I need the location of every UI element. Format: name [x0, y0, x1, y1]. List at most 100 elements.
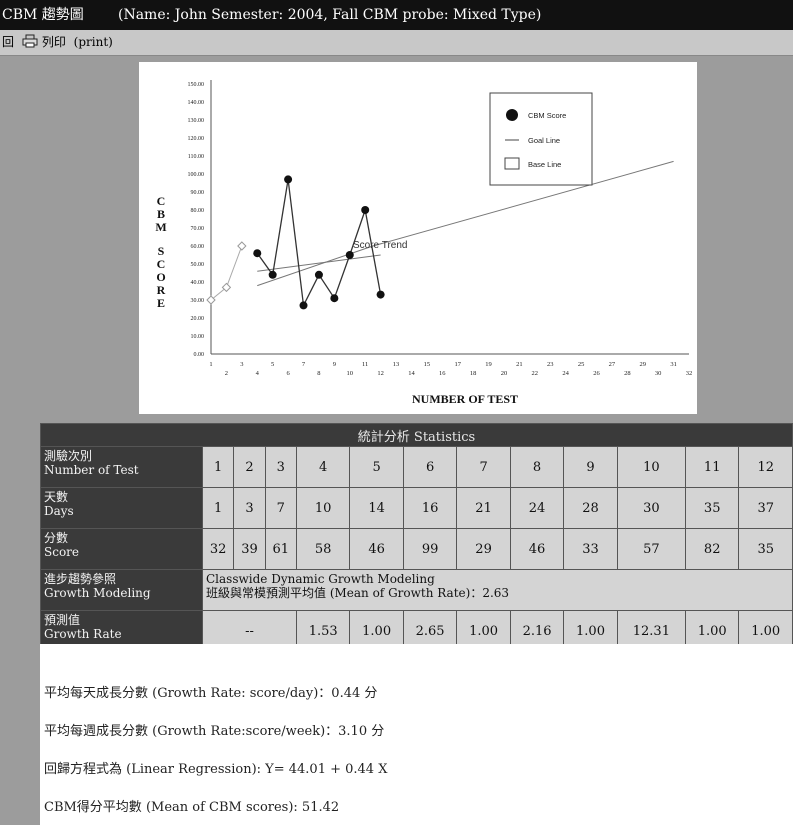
table-cell: 14 [349, 487, 404, 529]
table-cell: 32 [201, 528, 235, 570]
row-label: 天數 Days [40, 487, 203, 529]
x-tick-label: 14 [408, 370, 415, 377]
table-cell: 82 [684, 528, 740, 570]
x-tick-label: 6 [286, 370, 290, 377]
summary-panel: 平均每天成長分數 (Growth Rate: score/day)：0.44 分… [40, 644, 793, 825]
table-row: 預測值 Growth Rate -- 1.53 1.00 2.65 1.00 2.… [40, 610, 793, 652]
y-tick-label: 120.00 [188, 136, 205, 142]
table-cell: 28 [563, 487, 618, 529]
y-tick-label: 20.00 [191, 316, 205, 322]
table-cell: 3 [233, 487, 266, 529]
growth-model-cell: Classwide Dynamic Growth Modeling 班級與常模預測… [202, 569, 793, 611]
table-cell: 39 [233, 528, 266, 570]
table-cell: 57 [616, 528, 686, 570]
table-cell: 11 [684, 446, 740, 488]
table-cell: 29 [456, 528, 511, 570]
table-cell: 33 [563, 528, 618, 570]
x-tick-label: 5 [271, 361, 274, 368]
table-cell: 1 [201, 487, 235, 529]
table-cell: 5 [349, 446, 404, 488]
y-axis-label: S [158, 244, 165, 258]
table-cell: 30 [616, 487, 686, 529]
y-tick-label: 130.00 [188, 118, 205, 124]
y-tick-label: 0.00 [194, 352, 205, 358]
print-english: (print) [73, 35, 113, 49]
cbm-score-point [345, 251, 354, 259]
y-tick-label: 70.00 [191, 226, 205, 232]
x-tick-label: 13 [393, 361, 400, 368]
print-button[interactable]: 列印 (print) [22, 30, 113, 55]
statistics-table: 統計分析 Statistics 測驗次別 Number of Test 1 2 3… [40, 423, 793, 652]
y-tick-label: 30.00 [191, 298, 205, 304]
cbm-chart: 0.00 10.00 20.00 30.00 40.00 50.00 60.00 70.00 8… [155, 80, 692, 406]
x-tick-label: 21 [516, 361, 523, 368]
table-row: 分數 Score 32 39 61 58 46 99 29 46 33 57 82… [40, 528, 793, 570]
cbm-score-point [314, 270, 323, 279]
table-row: 天數 Days 1 3 7 10 14 16 21 24 28 30 35 37 [40, 487, 793, 529]
table-cell: 2 [233, 446, 266, 488]
row-label: 測驗次別 Number of Test [40, 446, 203, 488]
legend-base-label: Base Line [528, 160, 561, 169]
x-tick-label: 25 [578, 361, 585, 368]
chart-panel: 0.00 10.00 20.00 30.00 40.00 50.00 60.00 70.00 8… [139, 62, 697, 414]
y-axis-label: E [157, 296, 165, 310]
y-axis-label: M [155, 220, 166, 234]
mean-score: CBM得分平均數 (Mean of CBM scores): 51.42 [44, 800, 340, 815]
x-tick-label: 22 [532, 370, 539, 377]
y-tick-label: 80.00 [191, 208, 205, 214]
y-tick-label: 90.00 [191, 190, 205, 196]
table-cell: 61 [264, 528, 297, 570]
table-row: 測驗次別 Number of Test 1 2 3 4 5 6 7 8 9 10 … [40, 446, 793, 488]
x-tick-label: 29 [639, 361, 646, 368]
table-cell: 46 [349, 528, 404, 570]
table-cell: 99 [402, 528, 458, 570]
legend-goal-label: Goal Line [528, 136, 560, 145]
cbm-score-point [299, 301, 308, 310]
x-tick-label: 3 [240, 361, 243, 368]
x-tick-label: 10 [347, 370, 354, 377]
table-cell: 12 [738, 446, 793, 488]
y-axis-label: C [157, 257, 166, 271]
weekly-growth-rate: 平均每週成長分數 (Growth Rate:score/week)：3.10 分 [44, 724, 385, 739]
y-axis-label: B [157, 207, 165, 221]
cbm-score-point [284, 175, 293, 184]
y-tick-label: 150.00 [188, 82, 205, 88]
table-cell: 16 [402, 487, 458, 529]
y-tick-label: 140.00 [188, 100, 205, 106]
legend-score-label: CBM Score [528, 111, 566, 120]
row-label: 進步趨勢參照 Growth Modeling [40, 569, 203, 611]
score-trend-annotation: Score Trend [353, 240, 407, 251]
back-button[interactable]: 回 [2, 35, 15, 49]
x-tick-label: 7 [302, 361, 306, 368]
goal-line [257, 160, 674, 287]
table-cell: 7 [264, 487, 297, 529]
x-tick-label: 16 [439, 370, 446, 377]
legend-box [489, 92, 593, 186]
table-cell: 6 [402, 446, 458, 488]
table-cell: 58 [295, 528, 351, 570]
y-axis-label: O [156, 270, 165, 284]
statistics-title: 統計分析 Statistics [40, 423, 793, 447]
y-tick-label: 60.00 [191, 244, 205, 250]
cbm-score-point [330, 294, 339, 303]
y-tick-label: 100.00 [188, 172, 205, 178]
menu-bar: 回 列印 (print) [0, 30, 793, 56]
x-tick-label: 18 [470, 370, 477, 377]
x-tick-label: 19 [485, 361, 492, 368]
table-cell: 1 [201, 446, 235, 488]
x-tick-label: 17 [454, 361, 461, 368]
table-cell: 8 [509, 446, 565, 488]
cbm-score-point [361, 206, 370, 214]
x-tick-label: 28 [624, 370, 631, 377]
linear-regression: 回歸方程式為 (Linear Regression): Y= 44.01 + 0… [44, 762, 388, 777]
x-axis-label: NUMBER OF TEST [412, 392, 518, 406]
x-tick-label: 12 [377, 370, 384, 377]
table-cell: 10 [616, 446, 686, 488]
table-cell: 35 [684, 487, 740, 529]
x-tick-label: 4 [256, 370, 260, 377]
y-tick-label: 50.00 [191, 262, 205, 268]
print-label: 列印 [41, 35, 66, 49]
x-tick-label: 31 [670, 361, 677, 368]
x-tick-label: 30 [655, 370, 662, 377]
table-cell: 9 [563, 446, 618, 488]
